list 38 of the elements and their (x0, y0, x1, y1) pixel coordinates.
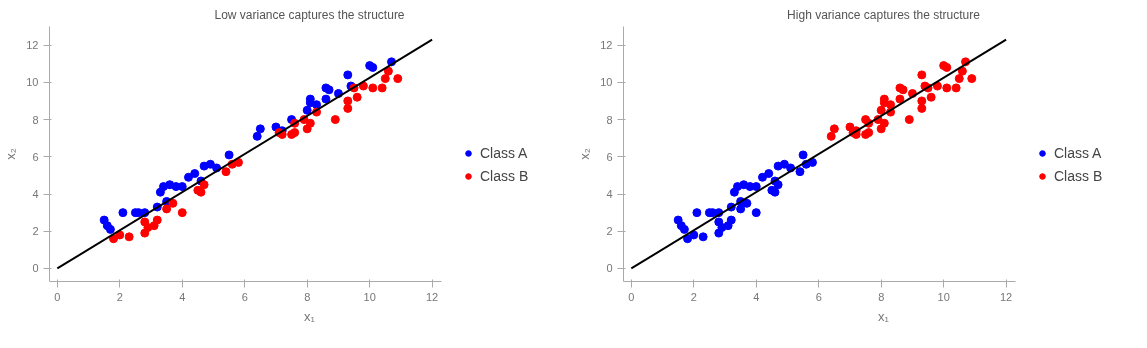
y-axis-title: x₂ (577, 148, 593, 160)
x-tick-label: 0 (54, 290, 61, 303)
x-tick-label: 4 (753, 290, 760, 303)
x-tick-label: 2 (116, 290, 123, 303)
y-tick-label: 8 (606, 113, 613, 126)
y-tick-label: 10 (26, 76, 39, 89)
legend-label: Class A (480, 145, 528, 161)
y-tick-label: 12 (600, 39, 613, 52)
legend-label: Class B (480, 168, 529, 184)
x-tick-label: 12 (1000, 290, 1013, 303)
y-tick-label: 0 (606, 262, 613, 275)
x-tick-label: 6 (241, 290, 248, 303)
x-tick-label: 8 (304, 290, 311, 303)
x-tick-label: 10 (937, 290, 950, 303)
x-axis-title: x₁ (878, 308, 890, 324)
legend-label: Class A (1054, 145, 1102, 161)
x-tick-label: 6 (815, 290, 822, 303)
y-tick-label: 6 (606, 150, 613, 163)
y-tick-label: 4 (32, 188, 39, 201)
y-tick-label: 8 (32, 113, 39, 126)
y-tick-label: 0 (32, 262, 39, 275)
y-tick-label: 12 (26, 39, 39, 52)
x-tick-label: 12 (426, 290, 439, 303)
y-tick-label: 6 (32, 150, 39, 163)
y-tick-label: 2 (606, 225, 613, 238)
y-tick-label: 10 (600, 76, 613, 89)
x-tick-label: 8 (878, 290, 885, 303)
chart-title: High variance captures the structure (787, 7, 981, 22)
y-tick-label: 4 (606, 188, 613, 201)
x-tick-label: 4 (179, 290, 186, 303)
legend-label: Class B (1054, 168, 1103, 184)
x-axis-title: x₁ (304, 308, 316, 324)
x-tick-label: 10 (363, 290, 376, 303)
y-axis-title: x₂ (3, 148, 19, 160)
y-tick-label: 2 (32, 225, 39, 238)
chart-title: Low variance captures the structure (214, 7, 405, 22)
x-tick-label: 0 (628, 290, 635, 303)
x-tick-label: 2 (690, 290, 697, 303)
